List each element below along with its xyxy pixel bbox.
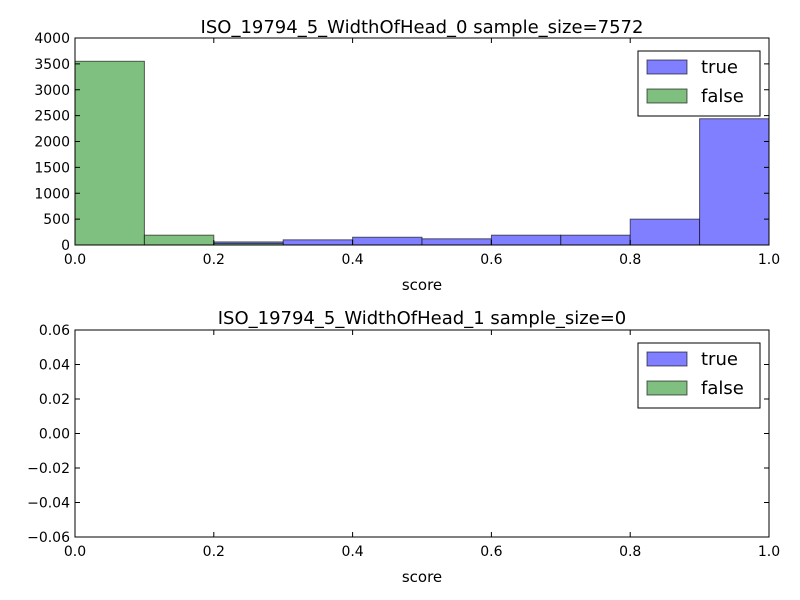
x-tick-label: 0.4 xyxy=(341,544,363,560)
y-tick-label: 0.00 xyxy=(39,427,70,443)
x-ticks: 0.0 0.2 0.4 0.6 0.8 1.0 xyxy=(64,330,780,560)
y-tick-label: 1500 xyxy=(34,160,70,176)
y-tick-label: 0.06 xyxy=(39,323,70,339)
legend-label-true: true xyxy=(701,349,738,370)
x-tick-label: 1.0 xyxy=(758,544,780,560)
chart-bottom: ISO_19794_5_WidthOfHead_1 sample_size=0 … xyxy=(27,308,780,586)
y-tick-label: −0.04 xyxy=(27,496,70,512)
y-tick-label: 2500 xyxy=(34,109,70,125)
legend: true false xyxy=(637,342,761,409)
bar-true xyxy=(629,218,701,246)
x-ticks: 0.0 0.2 0.4 0.6 0.8 1.0 xyxy=(64,38,780,268)
chart-top: ISO_19794_5_WidthOfHead_0 sample_size=75… xyxy=(34,17,780,294)
bar-true xyxy=(421,238,492,246)
chart-title: ISO_19794_5_WidthOfHead_1 sample_size=0 xyxy=(218,308,627,329)
x-axis-label: score xyxy=(402,568,442,586)
y-tick-label: 0.02 xyxy=(39,392,70,408)
bar-true xyxy=(560,234,631,246)
y-tick-label: 1000 xyxy=(34,186,70,202)
bar-true xyxy=(490,234,562,246)
legend-label-false: false xyxy=(701,86,744,107)
legend-swatch-true xyxy=(646,351,688,367)
legend-label-false: false xyxy=(701,378,744,399)
y-tick-label: 2000 xyxy=(34,135,70,151)
y-tick-label: 0.04 xyxy=(39,358,70,374)
x-tick-label: 0.2 xyxy=(203,252,225,268)
y-tick-label: 0 xyxy=(61,238,70,254)
x-axis-label: score xyxy=(402,276,442,294)
x-tick-label: 0.6 xyxy=(480,544,502,560)
y-tick-label: −0.06 xyxy=(27,530,70,546)
x-tick-label: 0.8 xyxy=(619,252,641,268)
y-tick-label: 3000 xyxy=(34,83,70,99)
y-ticks: 0 500 1000 1500 2000 2500 3000 3500 4000 xyxy=(34,31,769,254)
x-tick-label: 0.2 xyxy=(203,544,225,560)
bar-false xyxy=(143,234,215,246)
y-tick-label: 500 xyxy=(43,212,70,228)
x-tick-label: 0.0 xyxy=(64,544,86,560)
x-tick-label: 0.8 xyxy=(619,544,641,560)
legend-swatch-false xyxy=(646,380,688,396)
y-tick-label: −0.02 xyxy=(27,461,70,477)
bar-true xyxy=(352,236,423,246)
bar-true xyxy=(699,118,770,246)
y-ticks: −0.06 −0.04 −0.02 0.00 0.02 0.04 0.06 xyxy=(27,323,769,546)
x-tick-label: 0.6 xyxy=(480,252,502,268)
chart-title: ISO_19794_5_WidthOfHead_0 sample_size=75… xyxy=(201,17,644,38)
bar-false xyxy=(74,60,145,246)
bar-true xyxy=(282,239,354,246)
legend-swatch-true xyxy=(646,59,688,75)
y-tick-label: 4000 xyxy=(34,31,70,47)
x-tick-label: 1.0 xyxy=(758,252,780,268)
y-tick-label: 3500 xyxy=(34,57,70,73)
legend: true false xyxy=(637,50,761,117)
legend-label-true: true xyxy=(701,57,738,78)
x-tick-label: 0.4 xyxy=(341,252,363,268)
x-tick-label: 0.0 xyxy=(64,252,86,268)
legend-swatch-false xyxy=(646,88,688,104)
